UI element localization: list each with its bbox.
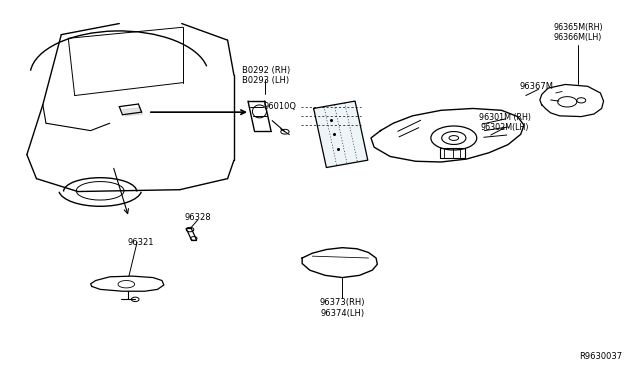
Polygon shape (314, 101, 368, 167)
Polygon shape (122, 108, 143, 116)
Text: 96367M: 96367M (520, 82, 554, 91)
Text: 96010Q: 96010Q (264, 102, 297, 111)
Text: B0292 (RH)
B0293 (LH): B0292 (RH) B0293 (LH) (242, 65, 290, 85)
Text: 96373(RH)
96374(LH): 96373(RH) 96374(LH) (319, 298, 365, 318)
Text: 96321: 96321 (127, 238, 154, 247)
Text: 96328: 96328 (184, 213, 211, 222)
Text: R9630037: R9630037 (580, 352, 623, 361)
Text: 96365M(RH)
96366M(LH): 96365M(RH) 96366M(LH) (553, 23, 603, 42)
Text: 96301M (RH)
96302M(LH): 96301M (RH) 96302M(LH) (479, 113, 531, 132)
